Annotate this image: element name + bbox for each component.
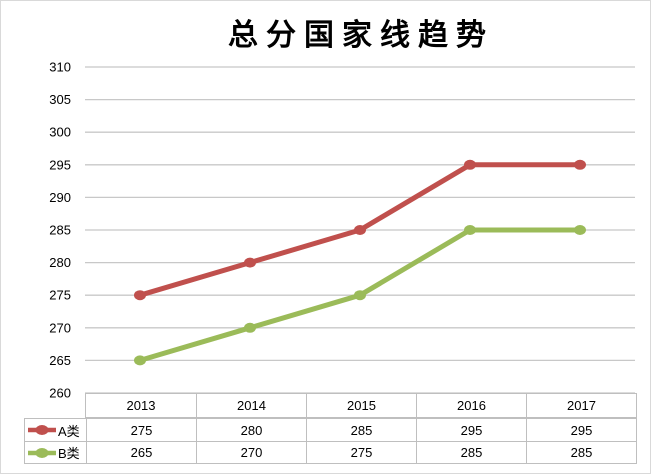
svg-text:310: 310 <box>49 60 71 75</box>
svg-text:290: 290 <box>49 190 71 205</box>
table-value-b-2016: 285 <box>416 441 526 463</box>
year-header: 2017 <box>526 394 636 417</box>
svg-text:275: 275 <box>49 288 71 303</box>
series-a-label: A类 <box>58 423 80 439</box>
year-header: 2015 <box>306 394 416 417</box>
series-a-line-marker-icon <box>28 425 56 435</box>
table-value-a-2014: 280 <box>196 419 306 441</box>
svg-text:265: 265 <box>49 353 71 368</box>
chart-title: 总分国家线趋势 <box>228 19 494 52</box>
svg-text:295: 295 <box>49 157 71 172</box>
legend-item-a: A类 <box>25 419 86 441</box>
data-table-body: A类 275 280 285 295 295 B类 265 270 275 28… <box>24 418 637 464</box>
table-value-a-2015: 285 <box>306 419 416 441</box>
data-table-header: 2013 2014 2015 2016 2017 <box>85 393 637 418</box>
series-b-label: B类 <box>58 446 80 461</box>
table-value-a-2016: 295 <box>416 419 526 441</box>
year-header: 2013 <box>126 398 156 413</box>
svg-text:260: 260 <box>49 386 71 401</box>
table-value-b-2014: 270 <box>196 441 306 463</box>
table-value-b-2013: 265 <box>86 441 196 463</box>
plot-area: 310 305 300 295 290 285 280 275 270 265 260 <box>49 60 635 401</box>
svg-text:270: 270 <box>49 320 71 335</box>
year-header: 2016 <box>416 394 526 417</box>
series-b-line-marker-icon <box>28 447 56 458</box>
svg-text:280: 280 <box>49 255 71 270</box>
table-value-b-2017: 285 <box>526 441 636 463</box>
svg-text:305: 305 <box>49 92 71 107</box>
svg-text:285: 285 <box>49 223 71 238</box>
svg-text:300: 300 <box>49 125 71 140</box>
table-value-a-2013: 275 <box>86 419 196 441</box>
legend-item-b: B类 <box>25 441 86 463</box>
year-header: 2014 <box>196 394 306 417</box>
table-value-b-2015: 275 <box>306 441 416 463</box>
table-value-a-2017: 295 <box>526 419 636 441</box>
